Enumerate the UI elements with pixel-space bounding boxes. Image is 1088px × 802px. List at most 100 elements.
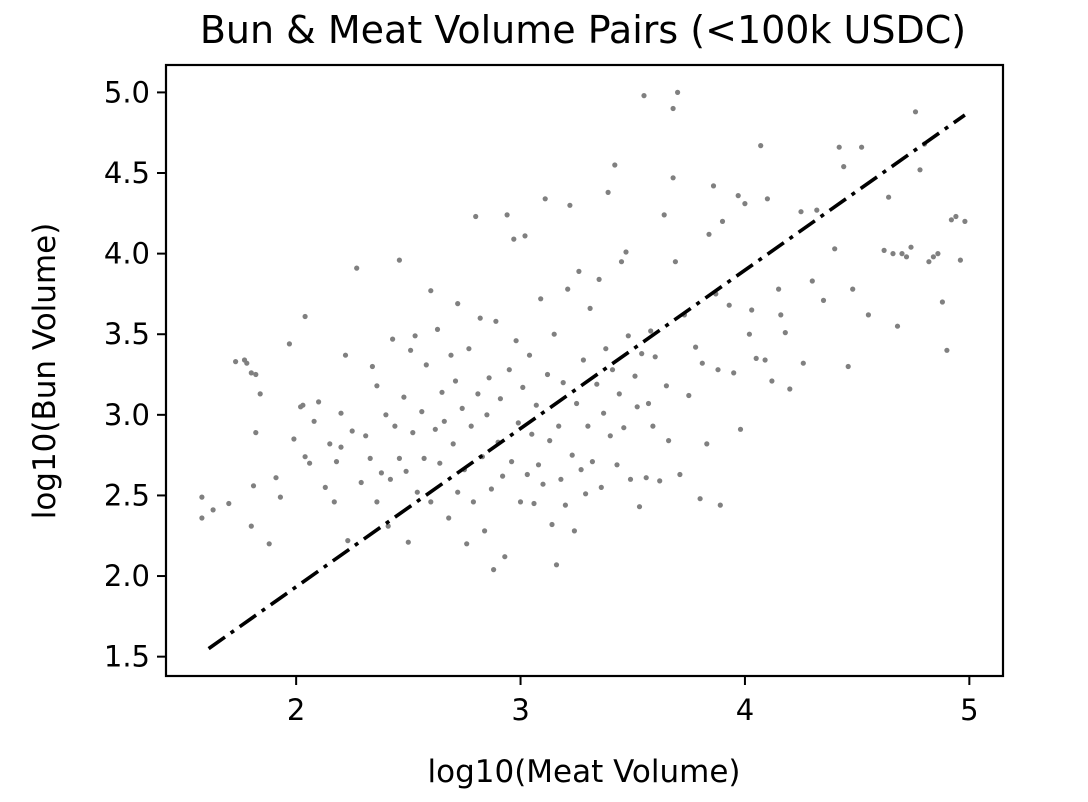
scatter-point	[836, 144, 842, 150]
scatter-point	[387, 476, 393, 482]
scatter-point	[421, 455, 427, 461]
scatter-point	[645, 400, 652, 407]
scatter-point	[890, 251, 896, 257]
scatter-point	[614, 462, 620, 468]
scatter-point	[939, 299, 946, 305]
y-tick-label: 3.5	[104, 317, 150, 351]
scatter-point	[286, 341, 292, 347]
scatter-point	[199, 515, 205, 521]
scatter-point	[408, 347, 414, 353]
scatter-point	[517, 499, 524, 505]
x-tick-label: 5	[960, 693, 978, 727]
scatter-point	[677, 471, 683, 478]
scatter-point	[504, 212, 510, 218]
scatter-point	[948, 217, 955, 223]
scatter-point	[594, 381, 600, 387]
fit-line-layer	[207, 113, 966, 651]
scatter-point	[800, 360, 806, 366]
scatter-point	[731, 370, 737, 376]
scatter-point	[798, 209, 804, 215]
x-axis: 2 3 4 5	[287, 676, 979, 727]
scatter-point	[199, 494, 205, 500]
x-tick-label: 2	[287, 693, 305, 727]
scatter-point	[715, 367, 721, 373]
scatter-point	[625, 333, 631, 339]
scatter-point	[562, 502, 569, 508]
y-tick-label: 3.0	[104, 398, 150, 432]
scatter-point	[670, 175, 676, 181]
scatter-point	[392, 423, 398, 429]
scatter-point	[686, 392, 692, 399]
scatter-point	[762, 357, 768, 363]
scatter-point	[390, 336, 396, 342]
scatter-point	[758, 143, 764, 149]
scatter-point	[643, 475, 649, 481]
scatter-point	[957, 257, 964, 263]
scatter-point	[522, 233, 528, 239]
scatter-point	[556, 423, 562, 429]
scatter-point	[578, 467, 584, 473]
y-tick-label: 4.0	[104, 237, 150, 271]
scatter-point	[253, 430, 259, 436]
scatter-point	[533, 402, 539, 408]
scatter-point	[553, 562, 560, 568]
scatter-point	[428, 499, 434, 505]
scatter-point	[661, 212, 667, 218]
scatter-point	[717, 502, 723, 508]
scatter-point	[809, 278, 815, 284]
scatter-point	[441, 418, 447, 424]
scatter-point	[500, 473, 506, 479]
scatter-point	[618, 259, 625, 265]
scatter-point	[452, 378, 459, 384]
scatter-point	[926, 259, 932, 265]
scatter-point	[787, 386, 793, 392]
y-tick-label: 4.5	[104, 156, 150, 190]
scatter-point	[369, 363, 375, 370]
scatter-point	[515, 420, 521, 426]
scatter-point	[468, 423, 474, 429]
scatter-point	[363, 433, 369, 439]
scatter-point	[551, 331, 557, 337]
scatter-point	[248, 523, 254, 529]
scatter-point	[632, 373, 638, 379]
scatter-point	[903, 254, 910, 260]
scatter-point	[899, 251, 905, 257]
scatter-point	[704, 441, 710, 447]
scatter-point	[814, 207, 820, 213]
scatter-point	[531, 500, 537, 507]
scatter-point	[322, 484, 328, 490]
scatter-point	[354, 265, 360, 271]
scatter-point	[374, 383, 380, 389]
scatter-point	[396, 257, 402, 263]
scatter-point	[710, 183, 717, 189]
scatter-point	[832, 246, 838, 252]
scatter-point	[502, 554, 508, 560]
scatter-point	[520, 384, 526, 390]
scatter-point	[248, 370, 254, 376]
scatter-point	[616, 391, 622, 397]
scatter-point	[776, 286, 782, 292]
scatter-point	[657, 478, 663, 484]
scatter-point	[865, 312, 872, 318]
x-tick-label: 4	[736, 693, 754, 727]
scatter-point	[672, 259, 679, 265]
scatter-point	[434, 326, 441, 332]
scatter-point	[439, 389, 445, 395]
y-tick-label: 2.0	[104, 559, 150, 593]
scatter-point	[428, 288, 434, 294]
scatter-point	[273, 475, 279, 481]
scatter-point	[627, 476, 634, 482]
scatter-point	[912, 109, 919, 115]
scatter-point	[307, 460, 313, 466]
scatter-point	[719, 218, 726, 224]
scatter-point	[634, 404, 640, 410]
scatter-point	[233, 359, 239, 365]
scatter-point	[749, 307, 755, 313]
scatter-point	[345, 538, 351, 544]
scatter-point	[486, 375, 492, 381]
scatter-point	[497, 396, 503, 402]
scatter-point	[820, 297, 827, 303]
scatter-point	[944, 347, 950, 353]
scatter-point	[266, 541, 272, 547]
